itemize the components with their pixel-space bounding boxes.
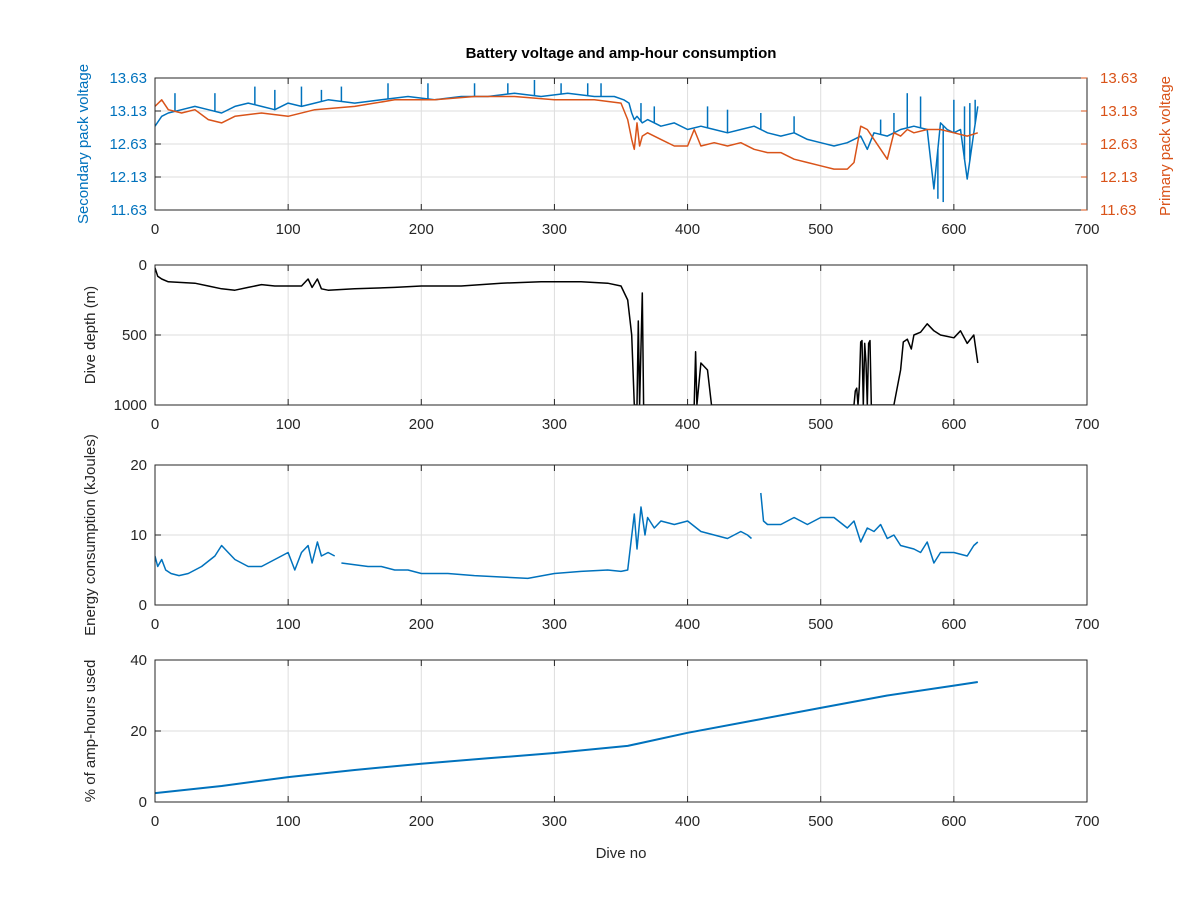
- y-tick-label: 40: [130, 652, 147, 669]
- axes-panel-3: 0 100 200 300 400 500 600 700 0 10 20 Energy consum…: [82, 434, 1100, 636]
- series-line-data: [155, 267, 979, 405]
- x-axis-label: Dive no: [596, 845, 647, 862]
- y-tick-label: 500: [122, 327, 147, 344]
- y-axis-label: Dive depth (m): [82, 286, 99, 384]
- y-tick-label-right: 13.63: [1100, 70, 1138, 87]
- x-tick-label: 600: [941, 616, 966, 633]
- y-tick-label: 13.63: [109, 70, 147, 87]
- x-tick-label: 0: [151, 221, 159, 238]
- x-tick-label: 300: [542, 813, 567, 830]
- x-tick-label: 0: [151, 416, 159, 433]
- y-axis-label: Energy consumption (kJoules): [82, 434, 99, 636]
- figure-title: Battery voltage and amp-hour consumption: [466, 45, 777, 62]
- y-tick-label: 20: [130, 723, 147, 740]
- x-tick-label: 200: [409, 416, 434, 433]
- x-tick-label: 700: [1074, 616, 1099, 633]
- plot-area: [155, 492, 979, 580]
- x-tick-label: 400: [675, 221, 700, 238]
- x-tick-label: 100: [276, 221, 301, 238]
- x-tick-label: 400: [675, 813, 700, 830]
- x-tick-label: 100: [276, 616, 301, 633]
- x-tick-label: 600: [941, 813, 966, 830]
- x-tick-label: 500: [808, 221, 833, 238]
- x-tick-label: 600: [941, 221, 966, 238]
- x-tick-label: 100: [276, 416, 301, 433]
- plot-area: [155, 681, 978, 795]
- x-tick-label: 600: [941, 416, 966, 433]
- plot-area: [155, 267, 979, 405]
- x-tick-label: 0: [151, 616, 159, 633]
- y-axis-label: % of amp-hours used: [82, 660, 99, 803]
- axes-root: 0 100 200 300 400 500 600 70011.6312.1312.6313.…: [75, 64, 1174, 830]
- y-tick-label-right: 11.63: [1100, 202, 1136, 219]
- x-tick-label: 200: [409, 616, 434, 633]
- x-tick-label: 100: [276, 813, 301, 830]
- series-line-data: [155, 681, 978, 795]
- x-tick-label: 700: [1074, 813, 1099, 830]
- axes-panel-2: 0 100 200 300 400 500 600 700 0 500 1000 Dive depth…: [82, 257, 1100, 433]
- x-tick-label: 700: [1074, 416, 1099, 433]
- axes-panel-4: 0 100 200 300 400 500 600 700 0 20 40 % of amp-hour…: [82, 652, 1100, 830]
- y-axis-label: Secondary pack voltage: [75, 64, 92, 224]
- y-tick-label-right: 12.13: [1100, 169, 1138, 186]
- y-tick-label: 11.63: [111, 202, 147, 219]
- y-tick-label-right: 12.63: [1100, 136, 1138, 153]
- x-tick-label: 400: [675, 616, 700, 633]
- y-tick-label: 12.63: [109, 136, 147, 153]
- y-tick-label: 20: [130, 457, 147, 474]
- x-tick-label: 300: [542, 616, 567, 633]
- y-tick-label: 0: [139, 257, 147, 274]
- x-tick-label: 300: [542, 221, 567, 238]
- x-tick-label: 500: [808, 416, 833, 433]
- y-axis-label-right: Primary pack voltage: [1157, 76, 1174, 216]
- y-tick-label: 0: [139, 597, 147, 614]
- x-tick-label: 500: [808, 813, 833, 830]
- y-tick-label: 10: [130, 527, 147, 544]
- y-tick-label-right: 13.13: [1100, 103, 1138, 120]
- x-tick-label: 400: [675, 416, 700, 433]
- y-tick-label: 0: [139, 794, 147, 811]
- y-tick-label: 13.13: [109, 103, 147, 120]
- y-tick-label: 12.13: [109, 169, 147, 186]
- x-tick-label: 300: [542, 416, 567, 433]
- plot-area: [155, 79, 979, 203]
- x-tick-label: 200: [409, 813, 434, 830]
- series-line-primary-voltage: [155, 95, 979, 170]
- y-tick-label: 1000: [114, 397, 147, 414]
- x-tick-label: 700: [1074, 221, 1099, 238]
- series-line-data: [155, 492, 979, 580]
- axes-panel-1: 0 100 200 300 400 500 600 70011.6312.1312.6313.…: [75, 64, 1174, 238]
- x-tick-label: 500: [808, 616, 833, 633]
- x-tick-label: 200: [409, 221, 434, 238]
- x-tick-label: 0: [151, 813, 159, 830]
